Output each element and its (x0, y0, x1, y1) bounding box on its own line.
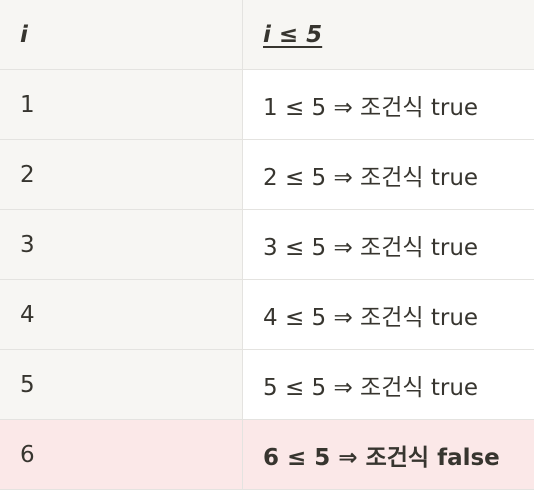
header-i: i (0, 0, 243, 70)
table-row: 2 2 ≤ 5 ⇒ 조건식 true (0, 140, 534, 210)
cell-condition: 1 ≤ 5 ⇒ 조건식 true (243, 70, 534, 140)
table-row: 5 5 ≤ 5 ⇒ 조건식 true (0, 350, 534, 420)
header-condition: i ≤ 5 (243, 0, 534, 70)
cell-i: 2 (0, 140, 243, 210)
table-row-false: 6 6 ≤ 5 ⇒ 조건식 false (0, 420, 534, 490)
table-row: 4 4 ≤ 5 ⇒ 조건식 true (0, 280, 534, 350)
cell-i: 1 (0, 70, 243, 140)
table-row: 3 3 ≤ 5 ⇒ 조건식 true (0, 210, 534, 280)
cell-i: 4 (0, 280, 243, 350)
cell-condition: 4 ≤ 5 ⇒ 조건식 true (243, 280, 534, 350)
cell-i: 6 (0, 420, 243, 490)
header-condition-label: i ≤ 5 (263, 22, 322, 48)
cell-condition: 5 ≤ 5 ⇒ 조건식 true (243, 350, 534, 420)
table-row: 1 1 ≤ 5 ⇒ 조건식 true (0, 70, 534, 140)
cell-condition: 3 ≤ 5 ⇒ 조건식 true (243, 210, 534, 280)
cell-condition: 6 ≤ 5 ⇒ 조건식 false (243, 420, 534, 490)
header-i-label: i (20, 22, 28, 48)
cell-i: 5 (0, 350, 243, 420)
cell-i: 3 (0, 210, 243, 280)
table-header-row: i i ≤ 5 (0, 0, 534, 70)
cell-condition: 2 ≤ 5 ⇒ 조건식 true (243, 140, 534, 210)
